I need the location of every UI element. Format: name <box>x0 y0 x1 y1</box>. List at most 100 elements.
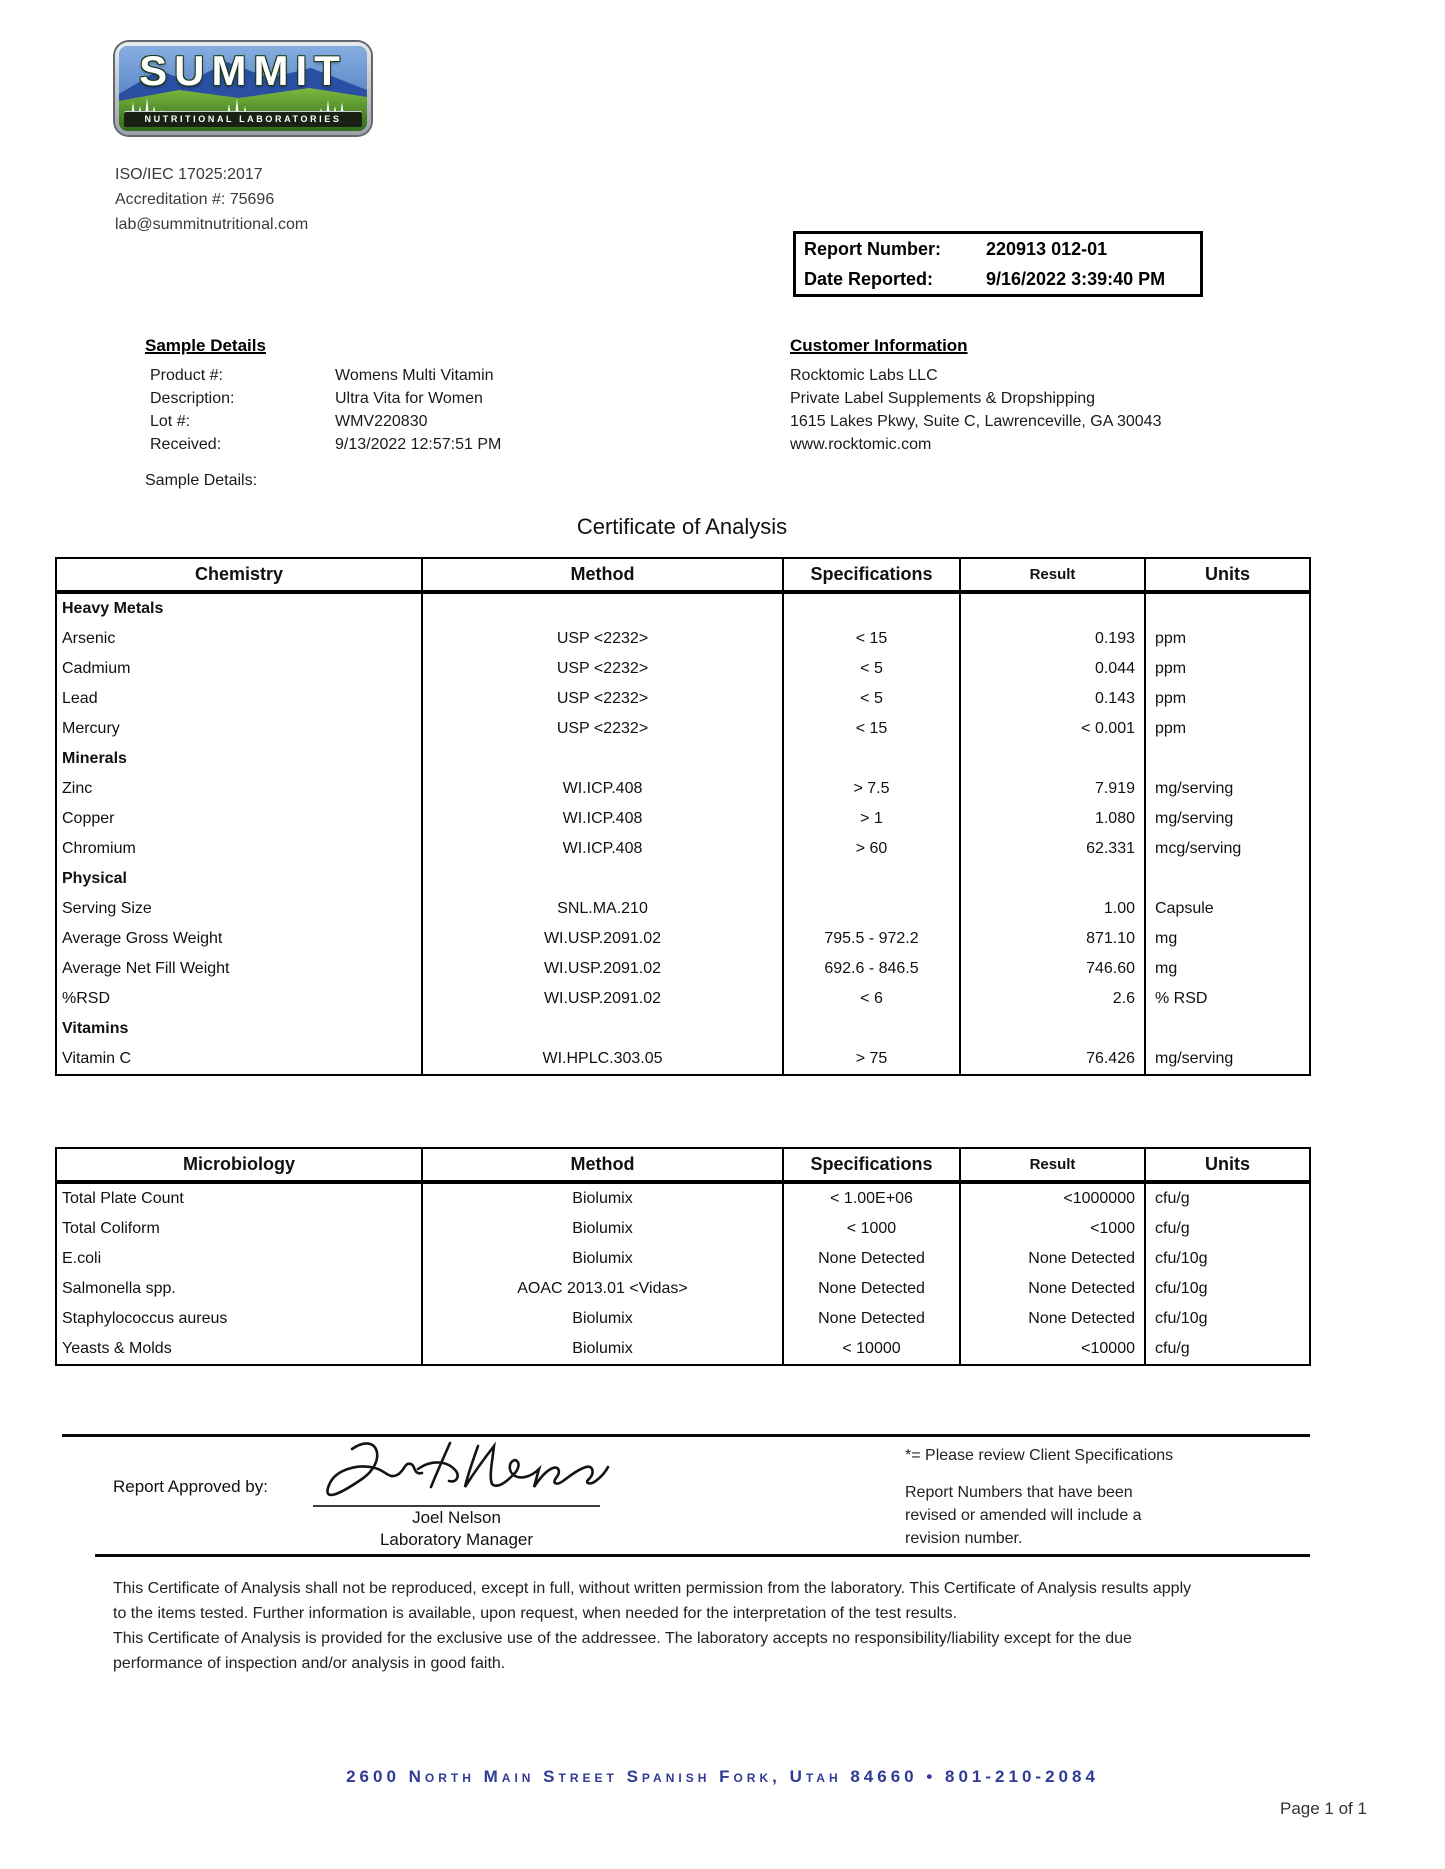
date-reported-label: Date Reported: <box>804 268 934 289</box>
table-row: Chromium WI.ICP.408 > 60 62.331 mcg/serv… <box>55 834 1311 864</box>
units-cell: ppm <box>1144 654 1311 684</box>
empty-cell <box>959 864 1146 894</box>
method-cell: USP <2232> <box>421 684 784 714</box>
spec-cell: < 6 <box>782 984 961 1014</box>
method-cell: AOAC 2013.01 <Vidas> <box>421 1274 784 1304</box>
column-header-result: Result <box>959 1148 1146 1184</box>
method-cell: USP <2232> <box>421 624 784 654</box>
column-header-method: Method <box>421 1148 784 1184</box>
customer-tagline: Private Label Supplements & Dropshipping <box>790 390 1096 407</box>
sample-detail-row: Description: Ultra Vita for Women <box>145 387 501 410</box>
received-value: 9/13/2022 12:57:51 PM <box>335 436 502 453</box>
customer-website: www.rocktomic.com <box>790 436 932 453</box>
chemistry-table: Chemistry Method Specifications Result U… <box>55 557 1311 1076</box>
summit-logo-wordmark: SUMMIT <box>139 47 347 94</box>
result-cell: 1.080 <box>959 804 1146 834</box>
sample-detail-row: Product #: Womens Multi Vitamin <box>145 364 501 387</box>
received-label: Received: <box>150 436 222 453</box>
spec-cell: None Detected <box>782 1274 961 1304</box>
method-cell: USP <2232> <box>421 714 784 744</box>
date-reported-row: Date Reported: 9/16/2022 3:39:40 PM <box>796 264 1200 294</box>
column-header-specifications: Specifications <box>782 1148 961 1184</box>
analyte-cell: Chromium <box>55 834 423 864</box>
product-number-label: Product #: <box>150 367 223 384</box>
spec-cell <box>782 894 961 924</box>
analyte-cell: Cadmium <box>55 654 423 684</box>
sample-detail-row: Lot #: WMV220830 <box>145 410 501 433</box>
report-number-label: Report Number: <box>804 238 942 259</box>
disclaimer-text: This Certificate of Analysis shall not b… <box>113 1576 1191 1676</box>
method-cell: WI.ICP.408 <box>421 774 784 804</box>
analyte-cell: E.coli <box>55 1244 423 1274</box>
table-row: Arsenic USP <2232> < 15 0.193 ppm <box>55 624 1311 654</box>
empty-cell <box>421 592 784 624</box>
result-cell: 746.60 <box>959 954 1146 984</box>
result-cell: 62.331 <box>959 834 1146 864</box>
method-cell: WI.HPLC.303.05 <box>421 1044 784 1075</box>
signer-title: Laboratory Manager <box>379 1530 534 1549</box>
spec-cell: > 7.5 <box>782 774 961 804</box>
result-cell: None Detected <box>959 1304 1146 1334</box>
lab-address-footer: 2600 North Main Street Spanish Fork, Uta… <box>346 1767 1099 1786</box>
result-cell: 2.6 <box>959 984 1146 1014</box>
signer-name: Joel Nelson <box>412 1508 501 1527</box>
lab-meta: ISO/IEC 17025:2017 Accreditation #: 7569… <box>115 162 308 237</box>
empty-cell <box>782 864 961 894</box>
method-cell: Biolumix <box>421 1244 784 1274</box>
units-cell: cfu/g <box>1144 1334 1311 1365</box>
units-cell: cfu/g <box>1144 1214 1311 1244</box>
analyte-cell: Mercury <box>55 714 423 744</box>
table-row: Total Plate Count Biolumix < 1.00E+06 <1… <box>55 1182 1311 1214</box>
result-cell: 871.10 <box>959 924 1146 954</box>
result-cell: < 0.001 <box>959 714 1146 744</box>
empty-cell <box>959 592 1146 624</box>
report-number-row: Report Number: 220913 012-01 <box>796 234 1200 264</box>
analyte-cell: Arsenic <box>55 624 423 654</box>
spec-cell: 692.6 - 846.5 <box>782 954 961 984</box>
units-cell: ppm <box>1144 624 1311 654</box>
table-row: Copper WI.ICP.408 > 1 1.080 mg/serving <box>55 804 1311 834</box>
spec-cell: < 15 <box>782 714 961 744</box>
method-cell: WI.USP.2091.02 <box>421 954 784 984</box>
table-row: Mercury USP <2232> < 15 < 0.001 ppm <box>55 714 1311 744</box>
revision-note-line: revision number. <box>905 1530 1023 1547</box>
result-cell: 7.919 <box>959 774 1146 804</box>
units-cell: ppm <box>1144 714 1311 744</box>
analyte-cell: Average Net Fill Weight <box>55 954 423 984</box>
spec-cell: > 60 <box>782 834 961 864</box>
table-row: Staphylococcus aureus Biolumix None Dete… <box>55 1304 1311 1334</box>
units-cell: mcg/serving <box>1144 834 1311 864</box>
column-header-units: Units <box>1144 558 1311 594</box>
chemistry-header-row: Chemistry Method Specifications Result U… <box>55 558 1311 594</box>
analyte-cell: Vitamin C <box>55 1044 423 1075</box>
table-row: Average Gross Weight WI.USP.2091.02 795.… <box>55 924 1311 954</box>
method-cell: Biolumix <box>421 1334 784 1365</box>
report-number-value: 220913 012-01 <box>986 238 1108 259</box>
analyte-cell: Serving Size <box>55 894 423 924</box>
table-row: Vitamin C WI.HPLC.303.05 > 75 76.426 mg/… <box>55 1044 1311 1075</box>
iso-standard-text: ISO/IEC 17025:2017 <box>115 166 263 183</box>
divider <box>95 1554 1310 1557</box>
result-cell: 1.00 <box>959 894 1146 924</box>
signature-line <box>313 1505 600 1507</box>
result-cell: <1000000 <box>959 1182 1146 1214</box>
spec-cell: < 15 <box>782 624 961 654</box>
empty-cell <box>421 864 784 894</box>
description-value: Ultra Vita for Women <box>335 390 483 407</box>
table-row: Lead USP <2232> < 5 0.143 ppm <box>55 684 1311 714</box>
result-cell: None Detected <box>959 1244 1146 1274</box>
method-cell: Biolumix <box>421 1182 784 1214</box>
empty-cell <box>1144 744 1311 774</box>
analyte-cell: %RSD <box>55 984 423 1014</box>
spec-cell: < 5 <box>782 654 961 684</box>
table-row: Salmonella spp. AOAC 2013.01 <Vidas> Non… <box>55 1274 1311 1304</box>
accreditation-text: Accreditation #: 75696 <box>115 191 275 208</box>
spec-cell: < 10000 <box>782 1334 961 1365</box>
method-cell: WI.USP.2091.02 <box>421 924 784 954</box>
units-cell: mg <box>1144 954 1311 984</box>
disclaimer-line: to the items tested. Further information… <box>113 1605 958 1622</box>
spec-cell: < 1000 <box>782 1214 961 1244</box>
summit-logo-scene: SUMMIT NUTRITIONAL LABORATORIES <box>119 46 367 131</box>
sample-details-extra-label: Sample Details: <box>145 472 258 489</box>
